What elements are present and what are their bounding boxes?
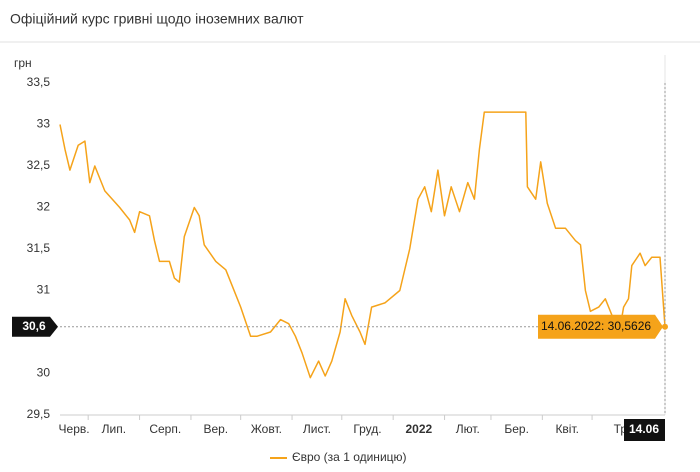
y-unit: грн (14, 56, 32, 70)
y-tick-label: 32,5 (27, 158, 51, 172)
x-tick-label: Груд. (353, 422, 381, 436)
x-tick-label: Лют. (456, 422, 480, 436)
x-tick-label: 2022 (406, 422, 433, 436)
y-tick-label: 29,5 (27, 407, 51, 421)
series-line (59, 111, 666, 379)
y-tick-label: 32 (37, 200, 51, 214)
y-tick-label: 33,5 (27, 75, 51, 89)
x-tick-label: Лип. (102, 422, 126, 436)
crosshair-y-label: 30,6 (22, 319, 46, 333)
y-tick-label: 31,5 (27, 241, 51, 255)
crosshair-y-box (12, 316, 58, 337)
x-tick-label: Лист. (303, 422, 331, 436)
y-tick-label: 33 (37, 117, 51, 131)
page-title: Офіційний курс гривні щодо іноземних вал… (10, 11, 304, 27)
crosshair-x-label: 14.06 (629, 422, 659, 436)
x-tick-label: Жовт. (251, 422, 282, 436)
legend-label: Євро (за 1 одиницю) (292, 450, 407, 464)
x-tick-label: Серп. (149, 422, 181, 436)
x-tick-label: Черв. (59, 422, 90, 436)
x-tick-label: Бер. (504, 422, 529, 436)
y-tick-label: 30 (37, 366, 51, 380)
y-tick-label: 31 (37, 283, 51, 297)
tooltip: 14.06.2022: 30,5626 (541, 319, 651, 333)
crosshair-x-box (624, 419, 665, 441)
tooltip-box (538, 314, 663, 339)
x-tick-label: Вер. (203, 422, 228, 436)
point-marker (662, 323, 668, 330)
x-tick-label: Квіт. (555, 422, 579, 436)
